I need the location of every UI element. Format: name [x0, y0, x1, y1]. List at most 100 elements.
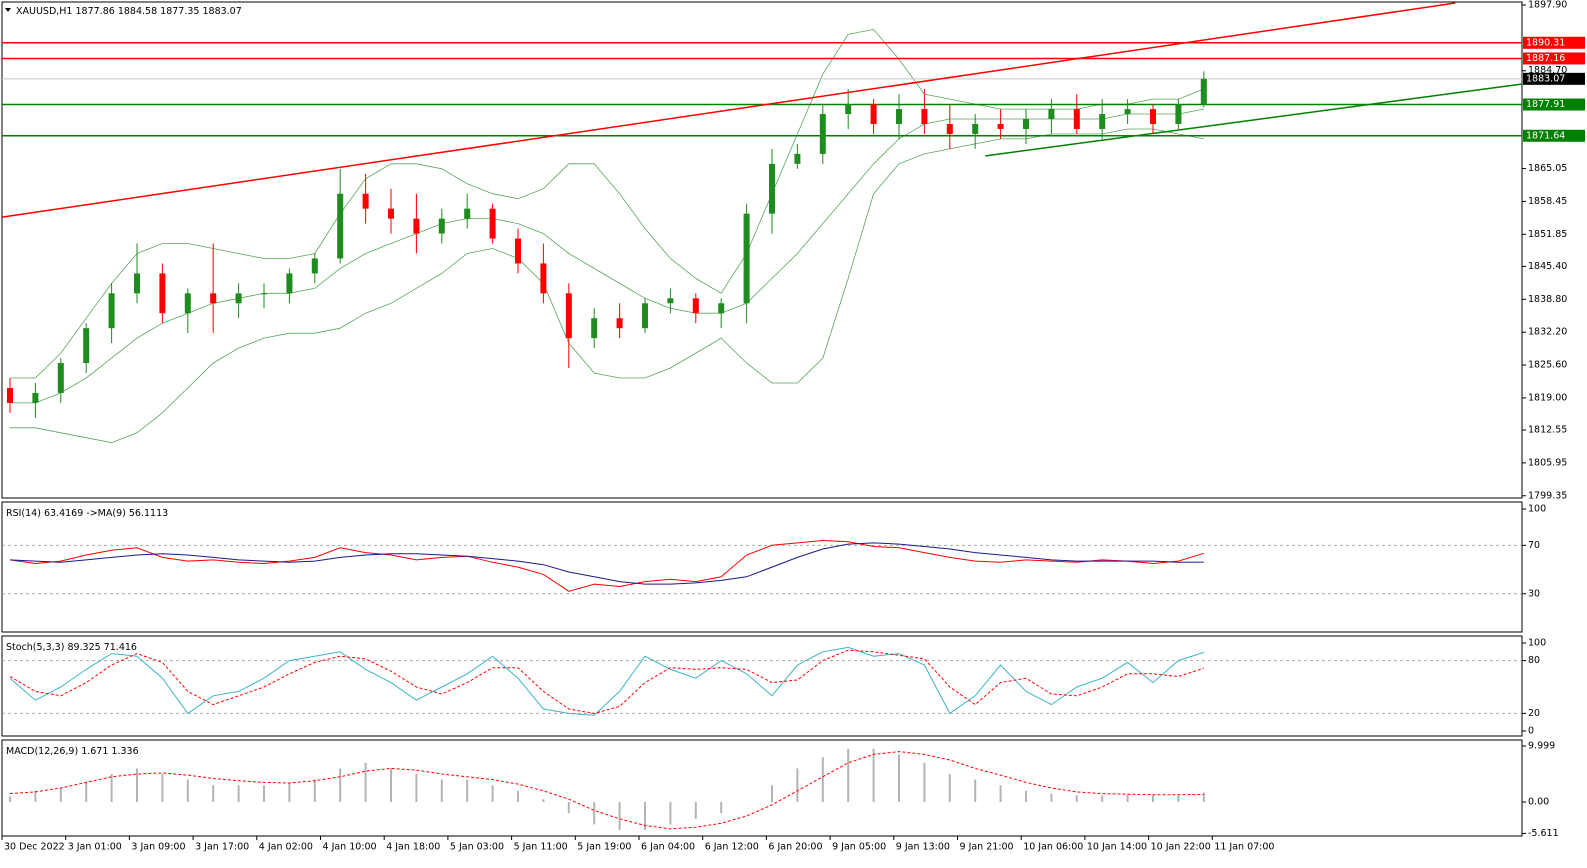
candle-body: [184, 293, 191, 314]
candle-body: [1099, 114, 1106, 129]
price-box-label: 1890.31: [1526, 37, 1565, 48]
price-box: [1523, 129, 1585, 142]
pane-header: MACD(12,26,9) 1.671 1.336: [6, 746, 139, 757]
x-tick-label: 11 Jan 07:00: [1214, 842, 1274, 853]
header-part: 56.1113: [129, 508, 168, 519]
x-tick-label: 4 Jan 02:00: [259, 842, 313, 853]
x-tick-label: 3 Jan 09:00: [131, 842, 185, 853]
x-tick-label: 9 Jan 21:00: [960, 842, 1014, 853]
candle-body: [32, 392, 39, 403]
pane-header: RSI(14) 63.4169 ->MA(9) 56.1113: [6, 508, 168, 519]
indicator-line: [9, 646, 1204, 716]
candle-body: [515, 238, 521, 264]
bollinger-middle: [10, 108, 1204, 404]
indicator-line: [9, 542, 1204, 585]
candle-body: [286, 273, 293, 294]
candle-body: [1073, 109, 1080, 129]
header-part: ->MA(9): [86, 508, 126, 519]
candle-body: [946, 124, 953, 134]
candle-body: [565, 293, 572, 339]
candle-body: [413, 218, 420, 234]
x-tick-label: 4 Jan 18:00: [386, 842, 440, 853]
price-box: [1523, 36, 1585, 49]
y-tick-label: 30: [1528, 588, 1540, 599]
candle-body: [261, 293, 267, 295]
candle-body: [896, 109, 902, 125]
candle-body: [972, 124, 979, 134]
y-tick-label: 80: [1528, 655, 1540, 666]
y-tick-label: 100: [1528, 504, 1546, 515]
trendline: [2, 2, 1456, 218]
x-tick-label: 10 Jan 06:00: [1023, 842, 1083, 853]
candle-body: [311, 258, 318, 274]
header-part: XAUUSD,H1: [16, 6, 72, 17]
candle-body: [819, 114, 826, 154]
candle-body: [845, 104, 852, 115]
header-part: Stoch(5,3,3): [6, 642, 64, 653]
y-tick-label: 70: [1528, 540, 1540, 551]
y-tick-label: 1897.90: [1528, 0, 1567, 10]
x-tick-label: 10 Jan 22:00: [1151, 842, 1211, 853]
candle-body: [1175, 104, 1182, 125]
price-box: [1523, 72, 1585, 85]
candle-body: [1200, 78, 1207, 105]
candle-body: [362, 193, 369, 209]
x-tick-label: 4 Jan 10:00: [323, 842, 377, 853]
x-tick-label: 6 Jan 04:00: [641, 842, 695, 853]
header-part: 1884.58: [118, 6, 157, 17]
bollinger-upper: [10, 28, 1204, 379]
y-tick-label: 0: [1528, 725, 1534, 736]
price-box: [1523, 98, 1585, 111]
candle-body: [692, 298, 699, 314]
macd-signal: [9, 751, 1204, 830]
candle-body: [718, 303, 725, 314]
candle-body: [134, 273, 140, 294]
x-tick-label: 5 Jan 19:00: [577, 842, 631, 853]
y-tick-label: 1845.40: [1528, 261, 1567, 272]
x-tick-label: 3 Jan 17:00: [195, 842, 249, 853]
pane-header: Stoch(5,3,3) 89.325 71.416: [6, 642, 137, 653]
y-tick-label: 20: [1528, 708, 1540, 719]
header-part: 89.325: [67, 642, 100, 653]
pane-header: XAUUSD,H1 1877.86 1884.58 1877.35 1883.0…: [16, 6, 242, 17]
price-box: [1523, 52, 1585, 65]
x-tick-label: 9 Jan 13:00: [896, 842, 950, 853]
candle-body: [464, 208, 471, 219]
y-tick-label: 0.00: [1528, 797, 1549, 808]
indicator-line: [9, 649, 1204, 714]
header-part: 1883.07: [202, 6, 241, 17]
candle-body: [108, 293, 115, 329]
candle-body: [921, 109, 928, 125]
candle-body: [57, 363, 64, 393]
y-tick-label: -5.611: [1528, 828, 1559, 839]
x-tick-label: 6 Jan 20:00: [768, 842, 822, 853]
x-tick-label: 30 Dec 2022: [4, 842, 65, 853]
y-tick-label: 1858.45: [1528, 196, 1567, 207]
candle-body: [642, 303, 648, 329]
y-tick-label: 1838.80: [1528, 294, 1567, 305]
bollinger-lower: [10, 128, 1204, 444]
candle-body: [667, 298, 674, 304]
trendline: [985, 83, 1522, 157]
x-tick-label: 5 Jan 11:00: [514, 842, 568, 853]
price-box-label: 1877.91: [1526, 99, 1565, 110]
header-part: RSI(14): [6, 508, 41, 519]
candle-body: [388, 208, 394, 219]
candle-body: [540, 263, 547, 294]
candle-body: [438, 218, 445, 234]
candle-body: [616, 318, 623, 329]
header-part: 1877.35: [160, 6, 199, 17]
main-pane: [1, 1, 1523, 499]
x-tick-label: 9 Jan 05:00: [832, 842, 886, 853]
candle-body: [159, 273, 166, 314]
candle-body: [997, 124, 1004, 129]
x-tick-label: 10 Jan 14:00: [1087, 842, 1147, 853]
candle-body: [1048, 109, 1055, 120]
header-part: 71.416: [104, 642, 137, 653]
y-tick-label: 1884.70: [1528, 65, 1567, 76]
y-tick-label: 1851.85: [1528, 229, 1567, 240]
candle-body: [489, 208, 496, 239]
candle-body: [235, 293, 242, 304]
y-tick-label: 1865.05: [1528, 163, 1567, 174]
